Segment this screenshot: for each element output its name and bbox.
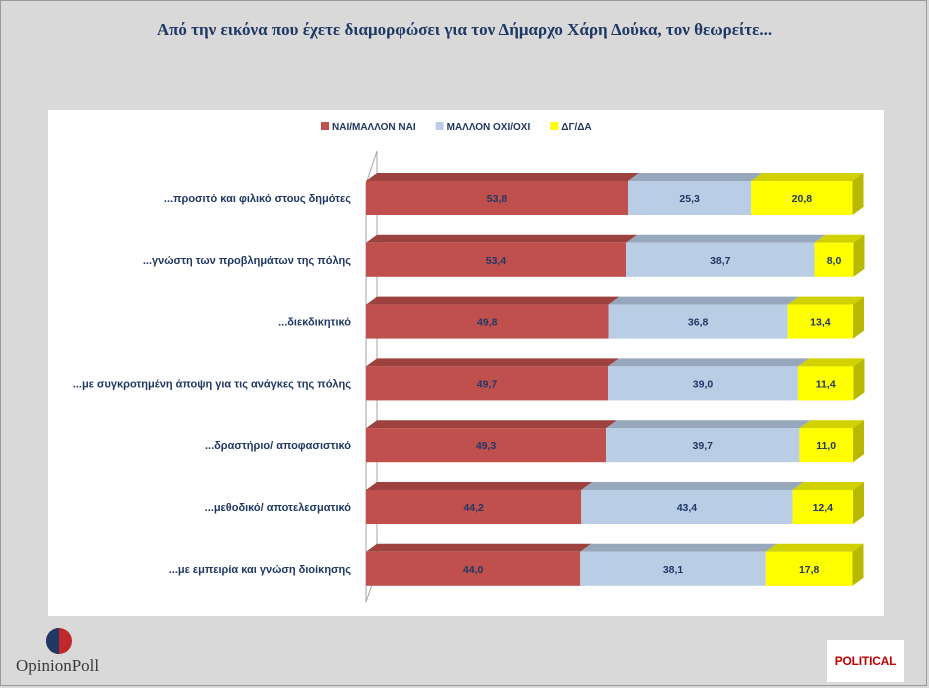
bar-top-4-1	[366, 358, 620, 367]
bar-top-1-3	[751, 173, 864, 181]
bar-1-3	[751, 181, 853, 215]
data-label-5-2: 39,7	[693, 440, 714, 452]
bar-top-4-2	[608, 358, 809, 367]
data-label-4-3: 11,4	[816, 378, 836, 390]
bar-top-6-2	[581, 482, 804, 490]
bar-top-3-1	[366, 296, 620, 305]
bar-1-1	[366, 181, 629, 215]
data-label-7-1: 44,0	[463, 564, 484, 576]
bar-top-1-2	[628, 173, 763, 181]
data-label-1-3: 20,8	[792, 193, 813, 205]
opinionpoll-logo: OpinionPoll	[16, 626, 126, 682]
data-label-7-3: 17,8	[799, 564, 820, 576]
data-label-3-3: 13,4	[810, 317, 831, 329]
bar-4-2	[608, 366, 798, 401]
data-label-5-1: 49,3	[476, 440, 497, 452]
data-label-6-2: 43,4	[677, 502, 698, 514]
legend-label-1: ΝΑΙ/ΜΑΛΛΟΝ ΝΑΙ	[332, 122, 416, 133]
bar-top-2-1	[366, 234, 638, 243]
legend-label-2: ΜΑΛΛΟΝ ΟΧΙ/ΟΧΙ	[447, 122, 531, 133]
data-label-4-1: 49,7	[477, 378, 498, 390]
bar-top-2-3	[814, 234, 865, 243]
bar-top-3-3	[787, 296, 864, 305]
data-label-2-3: 8,0	[827, 255, 842, 267]
bar-7-2	[580, 551, 766, 586]
legend-swatch-2	[435, 122, 444, 130]
political-logo: POLITICAL	[827, 640, 904, 682]
data-label-2-2: 38,7	[710, 255, 731, 267]
bar-6-2	[581, 490, 793, 524]
bar-5-2	[606, 428, 800, 463]
chart-panel: ΝΑΙ/ΜΑΛΛΟΝ ΝΑΙ ΜΑΛΛΟΝ ΟΧΙ/ΟΧΙ ΔΓ/ΔΑ ...προσ…	[48, 110, 884, 616]
category-label-6: ...μεθοδικό/ αποτελεσματικό	[205, 502, 352, 514]
bar-7-1	[366, 551, 581, 586]
bar-top-6-3	[792, 482, 864, 490]
bar-3-2	[608, 304, 788, 339]
bar-2-3	[814, 242, 854, 277]
bar-4-1	[366, 366, 609, 401]
bar-4-3	[797, 366, 854, 401]
data-label-3-2: 36,8	[688, 317, 709, 329]
opinionpoll-logo-text: OpinionPoll	[16, 656, 100, 675]
legend-label-3: ΔΓ/ΔΑ	[561, 122, 591, 133]
data-label-5-3: 11,0	[816, 440, 836, 452]
bar-side-5	[853, 420, 864, 463]
bar-top-2-2	[626, 234, 826, 243]
bar-side-1	[852, 173, 864, 215]
legend-swatch-3	[550, 122, 559, 130]
category-label-4: ...με συγκροτημένη άποψη για τις ανάγκες…	[73, 378, 351, 390]
data-label-6-3: 12,4	[813, 502, 834, 514]
opinionpoll-logo-mark	[46, 628, 72, 654]
data-label-2-1: 53,4	[486, 255, 507, 267]
bar-top-5-1	[366, 420, 618, 429]
bar-7-3	[765, 551, 853, 586]
bar-top-6-1	[366, 482, 593, 490]
bar-side-2	[853, 234, 865, 277]
bar-top-4-3	[797, 358, 865, 367]
category-label-1: ...προσιτό και φιλικό στους δημότες	[164, 193, 351, 205]
data-label-3-1: 49,8	[477, 317, 498, 329]
bar-2-1	[366, 242, 627, 277]
page-title: Από την εικόνα που έχετε διαμορφώσει για…	[156, 20, 773, 39]
data-label-4-2: 39,0	[693, 378, 714, 390]
bar-side-7	[852, 543, 864, 586]
legend-swatch-1	[321, 122, 329, 130]
bar-top-3-2	[608, 296, 799, 305]
bar-1-2	[628, 181, 752, 215]
bar-3-1	[366, 304, 609, 339]
category-label-2: ...γνώστη των προβλημάτων της πόλης	[143, 255, 351, 267]
stacked-bar-chart: ΝΑΙ/ΜΑΛΛΟΝ ΝΑΙ ΜΑΛΛΟΝ ΟΧΙ/ΟΧΙ ΔΓ/ΔΑ ...προσ…	[73, 122, 865, 603]
bar-top-5-3	[799, 420, 864, 429]
data-label-6-1: 44,2	[463, 502, 484, 514]
bar-5-3	[799, 428, 853, 463]
bar-5-1	[366, 428, 607, 463]
category-label-7: ...με εμπειρία και γνώση διοίκησης	[169, 564, 352, 576]
bar-6-1	[366, 490, 582, 524]
bar-2-2	[626, 242, 815, 277]
bar-top-7-1	[366, 543, 592, 552]
bar-top-7-2	[580, 543, 777, 552]
bar-6-3	[792, 490, 853, 524]
bar-side-3	[853, 296, 864, 339]
bar-top-7-3	[765, 543, 864, 552]
bar-side-4	[853, 358, 865, 401]
data-label-1-2: 25,3	[679, 193, 700, 205]
bar-top-5-2	[606, 420, 811, 429]
data-label-7-2: 38,1	[663, 564, 684, 576]
data-label-1-1: 53,8	[487, 193, 508, 205]
bar-side-6	[853, 482, 864, 524]
bar-top-1-1	[366, 173, 640, 181]
category-label-5: ...δραστήριο/ αποφασιστικό	[205, 440, 351, 452]
category-label-3: ...διεκδικητικό	[278, 317, 351, 329]
bar-3-3	[787, 304, 853, 339]
